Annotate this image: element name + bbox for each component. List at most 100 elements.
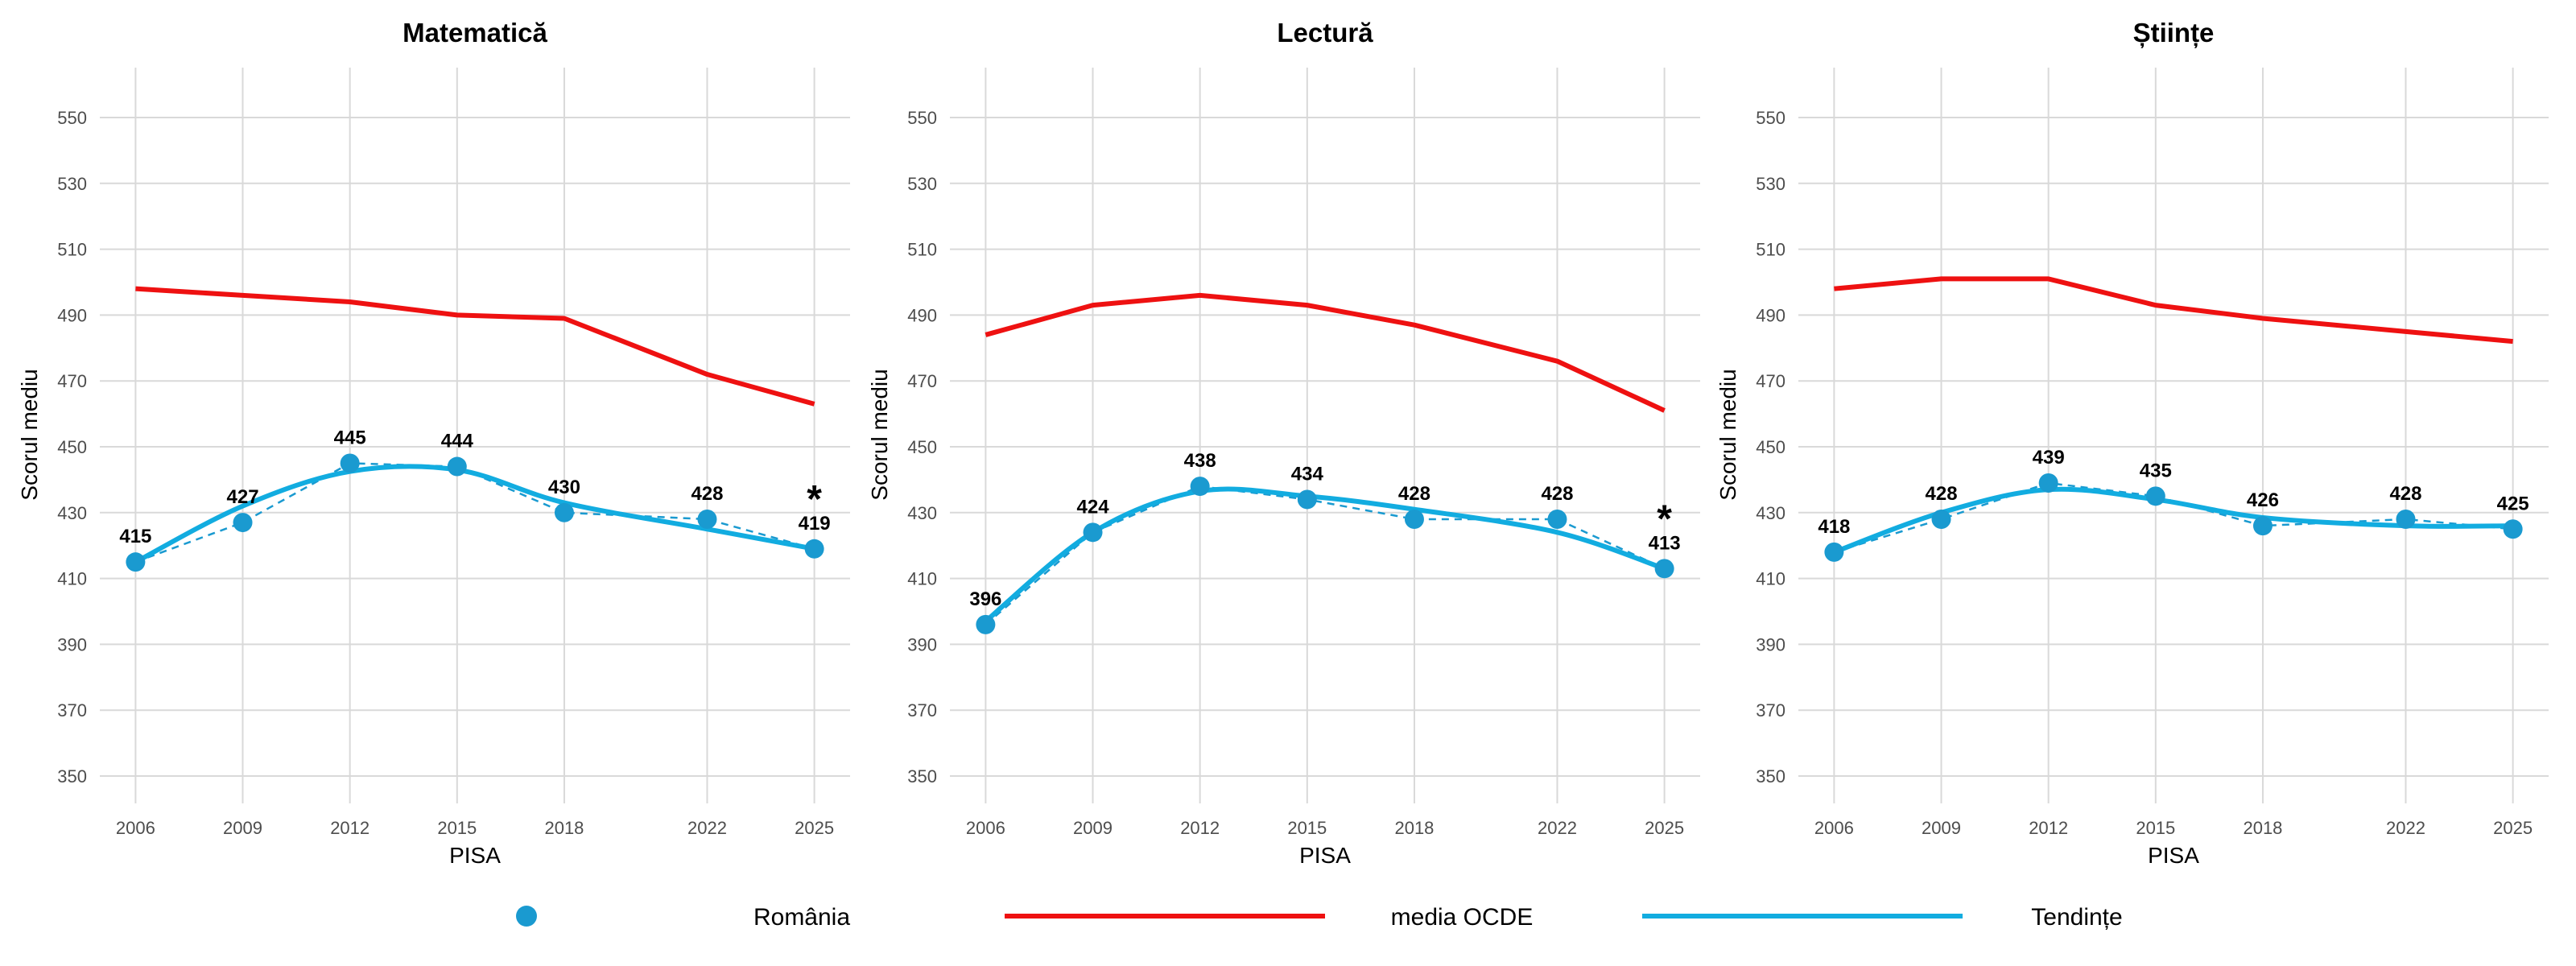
grid [1798, 68, 2549, 803]
x-tick-label: 2006 [966, 818, 1005, 838]
x-tick-label: 2009 [1073, 818, 1113, 838]
y-tick-label: 470 [57, 371, 87, 391]
panel-title: Lectură [1277, 18, 1373, 47]
series-media-ocde-line [985, 292, 1666, 413]
y-tick-label: 390 [1756, 634, 1785, 654]
y-tick-label: 430 [1756, 503, 1785, 523]
x-tick-label: 2022 [2386, 818, 2425, 838]
data-point-romania [804, 539, 824, 559]
data-point-romania [2145, 486, 2165, 506]
data-label: 428 [1541, 483, 1573, 505]
x-tick-label: 2025 [1645, 818, 1684, 838]
panel-stiinte: 350 370 390 410 430 450 470 490 510 530 550 2006 200… [1715, 18, 2549, 868]
data-point-romania [2252, 516, 2273, 536]
y-axis-title: Scorul mediu [1715, 369, 1740, 500]
x-axis-title: PISA [1299, 843, 1351, 868]
y-tick-label: 510 [57, 240, 87, 260]
y-tick-label: 450 [57, 437, 87, 457]
data-label: 439 [2033, 447, 2065, 469]
data-point-romania [976, 614, 996, 634]
data-label: 438 [1184, 450, 1216, 472]
y-axis-title: Scorul mediu [867, 369, 892, 500]
y-tick-label: 550 [1756, 108, 1785, 128]
legend-label-tendinte: Tendințe [2031, 904, 2122, 931]
data-point-romania [1547, 509, 1567, 529]
y-axis-title: Scorul mediu [17, 369, 42, 500]
series-media-ocde-line [135, 286, 815, 407]
y-tick-label: 510 [907, 240, 937, 260]
panel-matematica: 350 370 390 410 430 450 470 490 510 530 550 2006 200… [17, 18, 850, 868]
y-tick-label: 370 [1756, 700, 1785, 720]
data-point-romania [1931, 509, 1951, 529]
legend-label-media-ocde: media OCDE [1391, 904, 1534, 931]
data-label: 418 [1818, 516, 1850, 538]
x-tick-label: 2006 [1814, 818, 1854, 838]
y-tick-label: 550 [57, 108, 87, 128]
x-tick-label: 2018 [544, 818, 584, 838]
data-label: 424 [1077, 496, 1110, 518]
x-tick-label: 2022 [1538, 818, 1577, 838]
x-tick-label: 2006 [116, 818, 155, 838]
grid [100, 68, 850, 803]
data-label: 444 [441, 431, 474, 452]
y-tick-label: 470 [1756, 371, 1785, 391]
y-tick-label: 350 [57, 766, 87, 786]
data-label: 396 [969, 588, 1001, 610]
x-tick-label: 2015 [437, 818, 477, 838]
x-tick-label: 2012 [330, 818, 369, 838]
panel-lectura: 350 370 390 410 430 450 470 490 510 530 550 2006 200… [867, 18, 1700, 868]
x-tick-label: 2012 [1180, 818, 1220, 838]
data-point-romania [2503, 519, 2523, 539]
y-tick-label: 550 [907, 108, 937, 128]
data-point-romania [233, 513, 253, 533]
data-label: 413 [1649, 532, 1681, 554]
data-label: 425 [2497, 493, 2529, 514]
y-tick-label: 490 [57, 305, 87, 325]
x-tick-label: 2018 [2243, 818, 2282, 838]
data-point-romania [1297, 489, 1317, 510]
y-tick-label: 370 [907, 700, 937, 720]
y-tick-label: 350 [1756, 766, 1785, 786]
y-tick-label: 430 [907, 503, 937, 523]
data-point-romania [697, 509, 717, 529]
y-tick-label: 410 [907, 569, 937, 589]
legend-label-romania: România [753, 904, 850, 931]
data-label: 445 [334, 427, 366, 448]
y-tick-label: 530 [907, 174, 937, 194]
y-tick-label: 370 [57, 700, 87, 720]
grid [950, 68, 1700, 803]
data-point-romania [1654, 559, 1674, 579]
y-tick-label: 430 [57, 503, 87, 523]
x-tick-label: 2018 [1394, 818, 1434, 838]
data-label: 426 [2247, 489, 2279, 511]
x-tick-label: 2025 [2493, 818, 2533, 838]
data-point-romania [447, 456, 467, 477]
x-tick-label: 2025 [795, 818, 834, 838]
data-point-romania [2038, 473, 2058, 493]
x-tick-label: 2012 [2029, 818, 2068, 838]
x-axis-title: PISA [449, 843, 501, 868]
x-tick-label: 2015 [2136, 818, 2175, 838]
panel-title: Matematică [402, 18, 547, 47]
y-tick-label: 470 [907, 371, 937, 391]
x-tick-label: 2015 [1287, 818, 1327, 838]
x-axis-title: PISA [2148, 843, 2199, 868]
series-media-ocde-line [1834, 276, 2513, 345]
y-tick-label: 390 [57, 634, 87, 654]
data-label: 415 [119, 526, 151, 547]
data-point-romania [1190, 477, 1210, 497]
x-tick-label: 2009 [223, 818, 262, 838]
y-tick-label: 410 [1756, 569, 1785, 589]
data-point-romania [1404, 509, 1424, 529]
data-label: 427 [227, 486, 259, 508]
legend: România media OCDE Tendințe [516, 904, 2123, 931]
data-label: 430 [548, 477, 580, 498]
y-tick-label: 390 [907, 634, 937, 654]
data-point-romania [1083, 522, 1103, 543]
y-tick-label: 530 [57, 174, 87, 194]
panel-title: Științe [2133, 18, 2215, 48]
data-label: 428 [1926, 483, 1958, 505]
data-point-romania [1824, 542, 1844, 562]
data-label: 428 [1398, 483, 1430, 505]
